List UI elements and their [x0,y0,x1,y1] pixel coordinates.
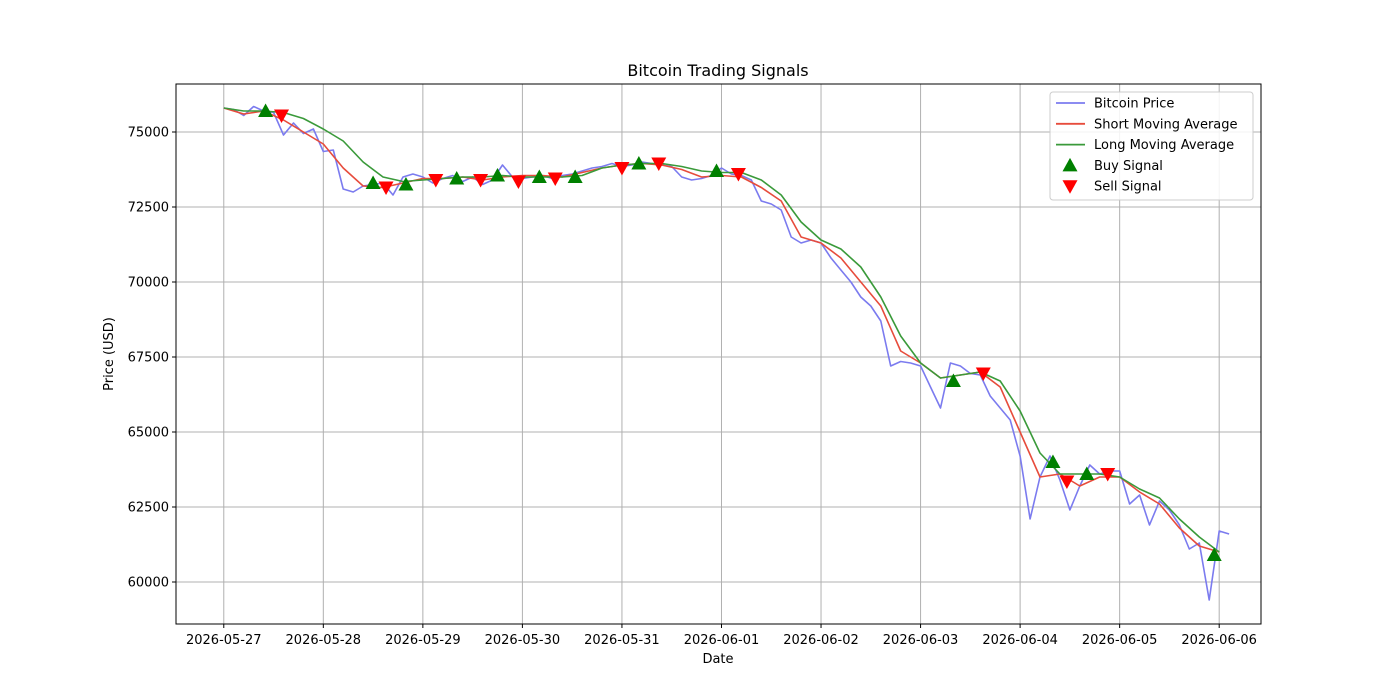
sell-signal-marker [1100,468,1116,482]
y-tick-label: 70000 [128,276,169,291]
buy-signal-marker [567,169,583,183]
y-tick-label: 72500 [128,201,169,216]
sell-signal-marker [510,175,526,189]
buy-signal-marker [258,103,274,117]
buy-signal-marker [365,175,381,189]
y-ticks: 60000 62500 65000 67500 70000 72500 75000 [128,126,176,591]
chart-title: Bitcoin Trading Signals [627,61,808,80]
sell-signal-marker [428,174,444,188]
x-tick-label: 2026-06-05 [1082,633,1158,648]
x-tick-label: 2026-05-29 [385,633,461,648]
buy-signal-marker [449,171,465,185]
legend-buy-swatch [1062,157,1078,172]
legend-sell-swatch [1062,180,1078,194]
x-tick-label: 2026-05-28 [286,633,362,648]
y-tick-label: 62500 [128,501,169,516]
buy-signal-marker [398,177,414,191]
x-tick-label: 2026-06-06 [1181,633,1257,648]
buy-signal-marker [1079,466,1095,480]
sell-signal-marker [378,181,394,195]
legend-label: Bitcoin Price [1094,97,1174,112]
legend-label: Short Moving Average [1094,117,1238,132]
y-axis-label: Price (USD) [102,317,117,391]
buy-signal-marker [1206,547,1222,561]
x-tick-label: 2026-06-04 [982,633,1058,648]
x-tick-label: 2026-05-31 [584,633,660,648]
legend-box [1049,91,1254,201]
buy-signal-marker [631,156,647,170]
sell-signal-marker [975,367,991,381]
x-ticks: 2026-05-27 2026-05-28 2026-05-29 2026-05-30… [186,624,1257,648]
buy-signal-marker [531,169,547,183]
legend: Bitcoin Price Short Moving Average Long Mo… [1049,91,1254,201]
bitcoin-price-line [223,105,1230,601]
buy-signal-marker [1045,454,1061,468]
legend-label: Long Moving Average [1094,138,1234,153]
sell-signal-marker [614,162,630,176]
x-tick-label: 2026-06-02 [783,633,859,648]
x-axis-label: Date [702,652,733,667]
plot-frame [175,83,1262,625]
y-tick-label: 67500 [128,351,169,366]
buy-signal-marker [709,163,725,177]
x-tick-label: 2026-06-03 [883,633,959,648]
sell-signal-marker [274,109,290,123]
x-tick-label: 2026-06-01 [684,633,760,648]
buy-signal-marker [945,373,961,387]
marker-layer [258,103,1222,561]
x-tick-label: 2026-05-30 [485,633,561,648]
sell-signal-marker [473,174,489,188]
y-tick-label: 75000 [128,126,169,141]
y-tick-label: 65000 [128,426,169,441]
x-tick-label: 2026-05-27 [186,633,262,648]
legend-label: Buy Signal [1094,159,1163,174]
sell-signal-marker [547,172,563,186]
y-tick-label: 60000 [128,576,169,591]
sell-signal-marker [1059,475,1075,489]
sell-signal-marker [651,157,667,171]
sell-signal-marker [730,168,746,182]
legend-label: Sell Signal [1094,180,1162,195]
buy-signal-marker [490,168,506,182]
